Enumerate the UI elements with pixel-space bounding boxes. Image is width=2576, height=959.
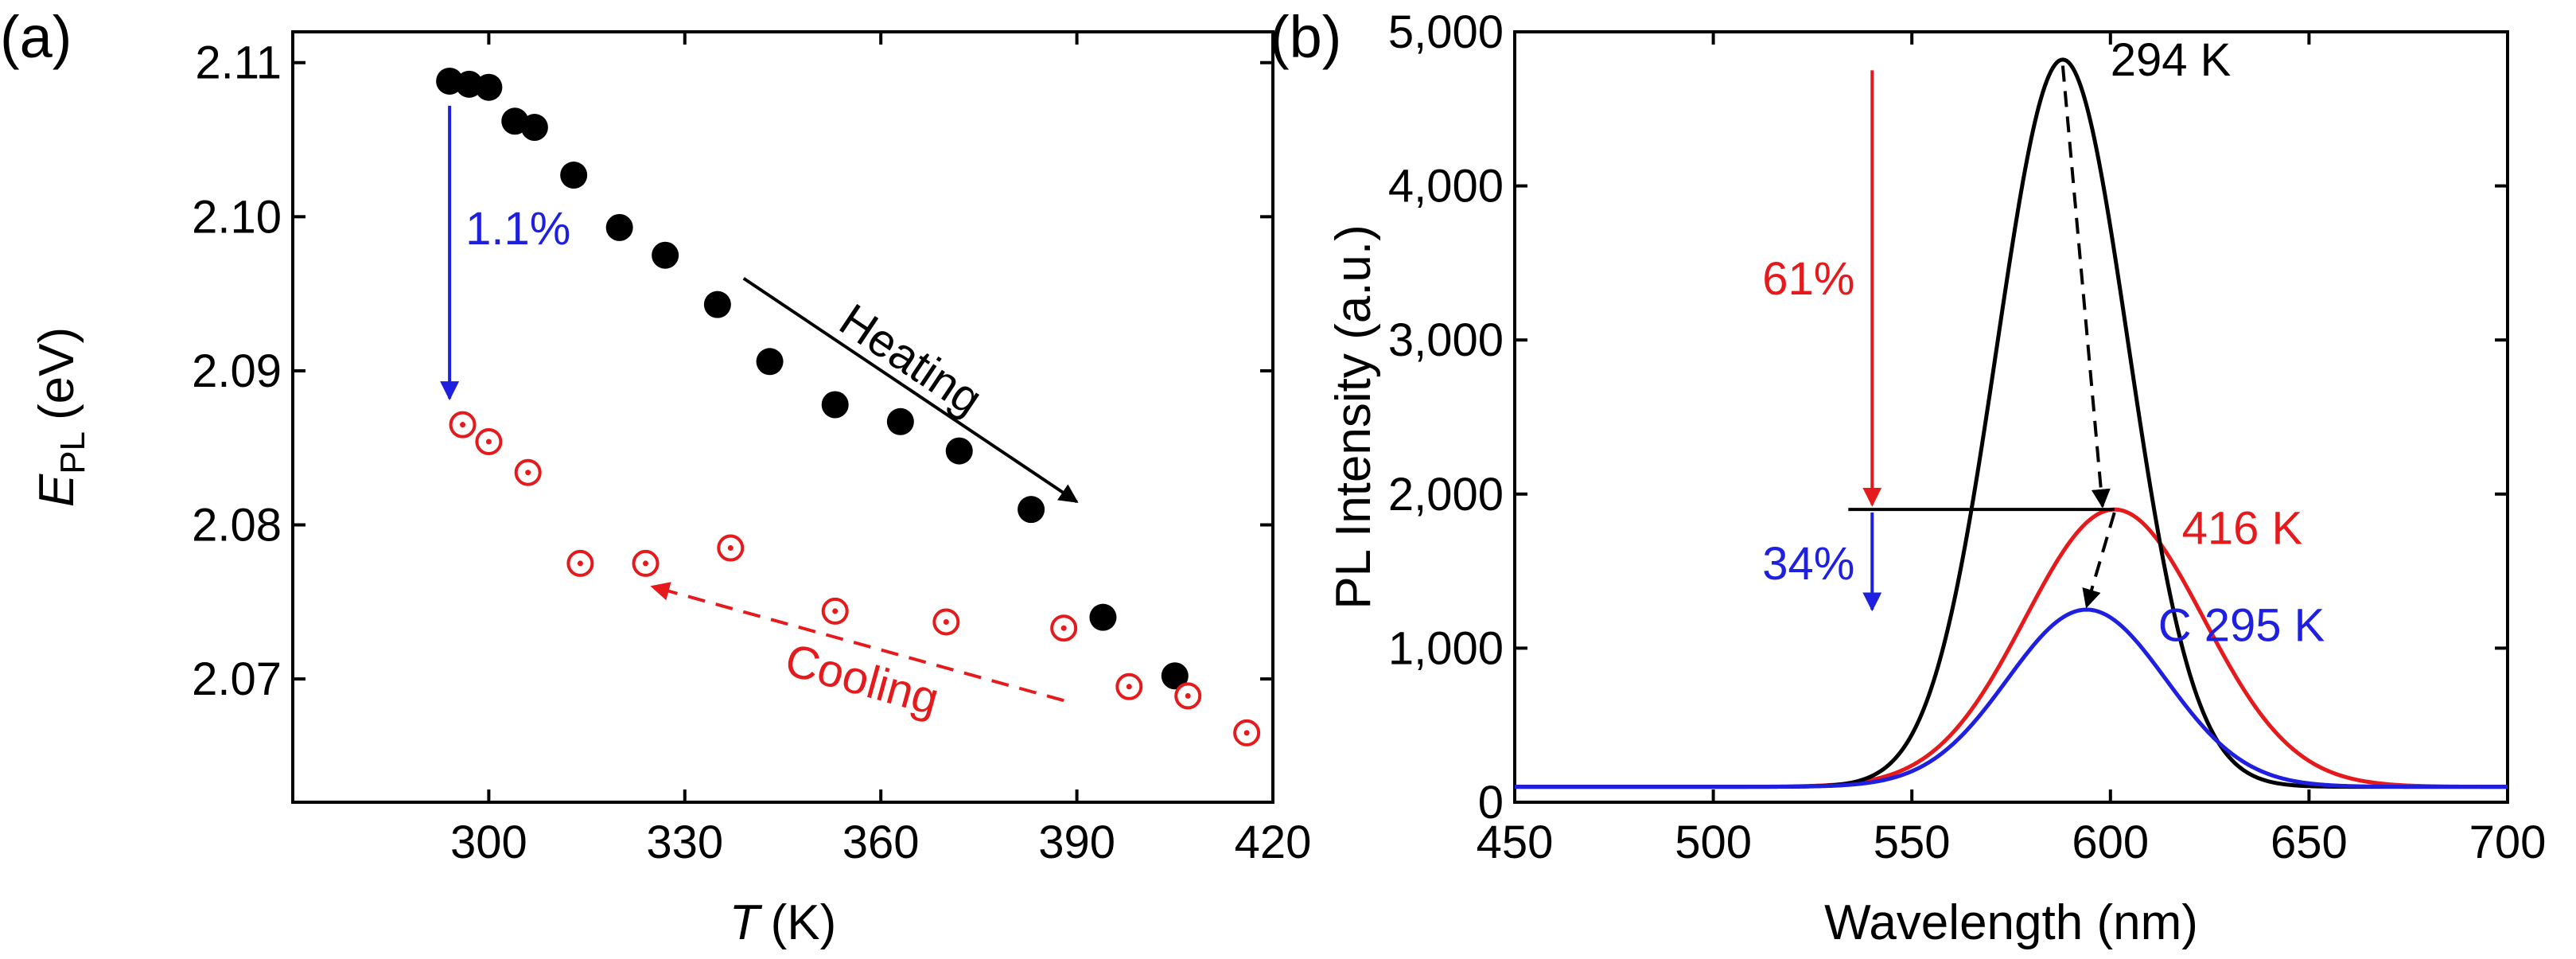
cooling-point	[821, 597, 849, 625]
heating-point	[703, 290, 731, 318]
heating-point	[886, 407, 914, 435]
heating-label: Heating	[831, 294, 991, 425]
panel-b-x-tick-label: 650	[2271, 817, 2348, 868]
series-label-294-k: 294 K	[2111, 34, 2232, 86]
drop-34-label: 34%	[1762, 538, 1854, 590]
panel-b-y-tick-label: 5,000	[1388, 6, 1504, 58]
panel-b-ticks: 450 500 550 600 650 700 0 1,000 2,000 3,000 4,000 5…	[1388, 6, 2547, 868]
panel-b-x-tick-label: 450	[1477, 817, 1554, 868]
heating-point	[560, 162, 588, 189]
heating-point	[821, 391, 849, 419]
heating-point	[1089, 603, 1117, 631]
panel-b-annotations: 294 K 416 K C 295 K 61% 34%	[1762, 34, 2325, 652]
cooling-point	[1115, 672, 1143, 700]
cooling-label: Cooling	[780, 633, 944, 725]
panel-a-x-tick-label: 360	[842, 817, 920, 868]
series-label-c-295-k: C 295 K	[2158, 599, 2325, 651]
panel-b-y-axis-title: PL Intensity (a.u.)	[1326, 224, 1381, 610]
heating-point	[652, 241, 679, 269]
panel-b-x-axis-title: Wavelength (nm)	[1824, 895, 2198, 950]
cooling-point	[449, 411, 477, 439]
panel-b-y-tick-label: 4,000	[1388, 161, 1504, 212]
heating-point	[520, 114, 548, 142]
panel-a-y-tick-label: 2.09	[192, 345, 282, 397]
peak-shift-arrow	[2060, 65, 2111, 509]
panel-b-x-tick-label: 600	[2072, 817, 2149, 868]
panel-a-x-tick-label: 390	[1038, 817, 1115, 868]
cooling-point	[566, 549, 594, 577]
panel-b-y-tick-label: 3,000	[1388, 314, 1504, 366]
panel-a-ticks: 300 330 360 390 420 2.07 2.08 2.09 2.10 2.11	[192, 32, 1311, 868]
panel-b-plot-frame	[1513, 30, 2509, 804]
cooling-point	[475, 427, 503, 455]
panel-b-y-tick-label: 1,000	[1388, 622, 1504, 674]
drop-61-label: 61%	[1762, 253, 1854, 305]
spectrum-c-295-k	[1515, 607, 2508, 789]
heating-arrow	[742, 277, 1079, 504]
panel-a-y-tick-label: 2.10	[192, 191, 282, 243]
series-label-416-k: 416 K	[2182, 502, 2303, 554]
spectrum-294-k	[1515, 57, 2508, 789]
panel-b-curves	[1515, 57, 2508, 789]
cooling-point	[632, 549, 660, 577]
heating-point	[475, 73, 503, 101]
panel-a-x-tick-label: 420	[1235, 817, 1312, 868]
panel-a-points	[436, 67, 1261, 747]
cooling-point	[1050, 614, 1078, 642]
panel-a-label: (a)	[0, 4, 72, 70]
panel-a: (a) 300 330 360 390 4202.072.082.092.102.11 …	[0, 4, 1311, 950]
panel-a-y-tick-label: 2.08	[192, 500, 282, 552]
spectrum-416-k	[1515, 507, 2508, 789]
panel-b-x-tick-label: 500	[1675, 817, 1752, 868]
cooling-point	[1174, 682, 1202, 710]
panel-b-x-tick-label: 700	[2469, 817, 2547, 868]
panel-a-y-tick-label: 2.07	[192, 653, 282, 705]
heating-point	[1018, 496, 1045, 524]
panel-b-y-tick-label: 2,000	[1388, 469, 1504, 520]
percent-drop-label: 1.1%	[465, 203, 570, 255]
peak-shift-arrow	[2082, 512, 2116, 609]
panel-a-x-tick-label: 300	[450, 817, 527, 868]
heating-point	[756, 348, 784, 376]
panel-b-x-tick-label: 550	[1874, 817, 1951, 868]
panel-a-y-tick-label: 2.11	[195, 37, 282, 89]
panel-a-x-axis-title: T (K)	[730, 895, 837, 950]
panel-b-label: (b)	[1270, 4, 1341, 70]
cooling-point	[1233, 719, 1261, 747]
cooling-point	[514, 458, 542, 486]
heating-point	[945, 437, 973, 465]
cooling-point	[717, 534, 745, 562]
heating-point	[605, 213, 633, 241]
panel-a-plot-frame	[291, 30, 1274, 804]
panel-b: (b) 450 500 550 600 650 700 0 1,000 2,000 3,000 4,…	[1270, 4, 2546, 950]
panel-a-annotations: 1.1% Heating Cooling	[440, 105, 1079, 725]
cooling-arrow	[650, 582, 1064, 703]
panel-b-y-tick-label: 0	[1478, 777, 1504, 828]
panel-a-x-tick-label: 330	[646, 817, 723, 868]
panel-a-y-axis-title: EPL(eV)	[29, 327, 92, 507]
heating-point	[1161, 662, 1189, 690]
cooling-point	[932, 608, 960, 636]
